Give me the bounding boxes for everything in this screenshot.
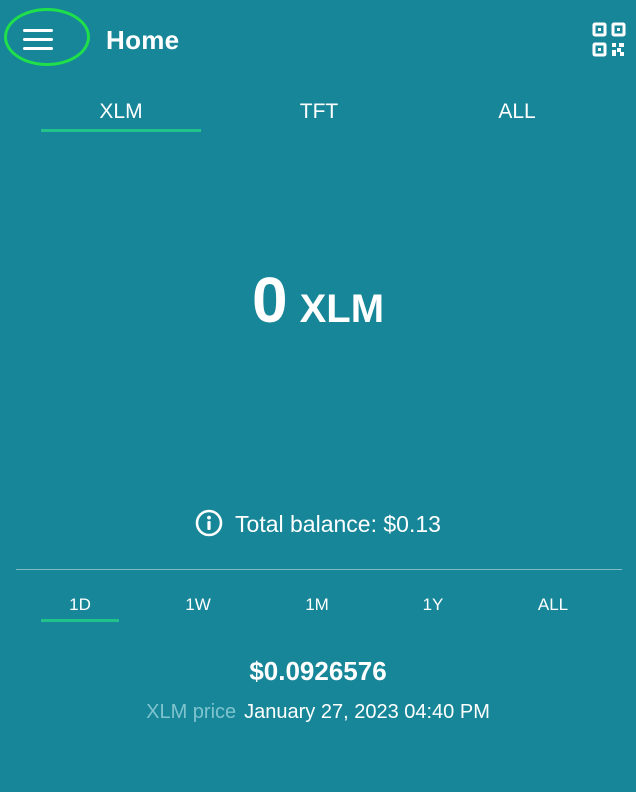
period-tab-label: 1W [185, 595, 211, 614]
hamburger-menu-icon [23, 29, 53, 32]
total-balance-text: Total balance: $0.13 [235, 511, 441, 537]
hamburger-menu-icon-bar [23, 38, 53, 41]
asset-tab-bar: XLM TFT ALL [0, 92, 636, 136]
tab-selected-indicator [41, 129, 201, 132]
tab-all[interactable]: ALL [437, 92, 597, 132]
balance-display: 0 XLM [0, 260, 636, 358]
period-selected-indicator [41, 619, 119, 622]
page-title: Home [106, 25, 180, 55]
period-tab-1w[interactable]: 1W [159, 590, 237, 620]
period-tab-1y[interactable]: 1Y [394, 590, 472, 620]
tab-tft-label: TFT [299, 100, 339, 123]
qr-code-icon [592, 22, 626, 57]
menu-button[interactable] [4, 8, 90, 66]
price-value: $0.0926576 [249, 656, 387, 686]
tab-xlm[interactable]: XLM [41, 92, 201, 132]
app-header: Home [0, 0, 636, 80]
balance-amount: 0 [251, 264, 288, 336]
qr-scan-button[interactable] [592, 22, 626, 58]
period-tab-bar: 1D 1W 1M 1Y ALL [0, 590, 636, 626]
tab-all-label: ALL [498, 100, 536, 123]
total-balance[interactable]: Total balance: $0.13 [0, 506, 636, 542]
section-divider [16, 569, 622, 570]
tab-tft[interactable]: TFT [239, 92, 399, 132]
hamburger-menu-icon-bar [23, 47, 53, 50]
period-tab-label: 1M [305, 595, 329, 614]
price-label: XLM price [146, 701, 237, 723]
period-tab-label: ALL [537, 595, 569, 614]
price-info: XLM price January 27, 2023 04:40 PM [0, 698, 636, 726]
period-tab-label: 1Y [422, 595, 444, 614]
period-tab-all[interactable]: ALL [514, 590, 592, 620]
price-timestamp: January 27, 2023 04:40 PM [244, 701, 490, 723]
period-tab-1m[interactable]: 1M [278, 590, 356, 620]
info-icon [195, 510, 223, 537]
period-tab-1d[interactable]: 1D [41, 590, 119, 622]
balance-unit: XLM [299, 287, 385, 331]
tab-xlm-label: XLM [99, 100, 143, 123]
period-tab-label: 1D [69, 595, 91, 614]
